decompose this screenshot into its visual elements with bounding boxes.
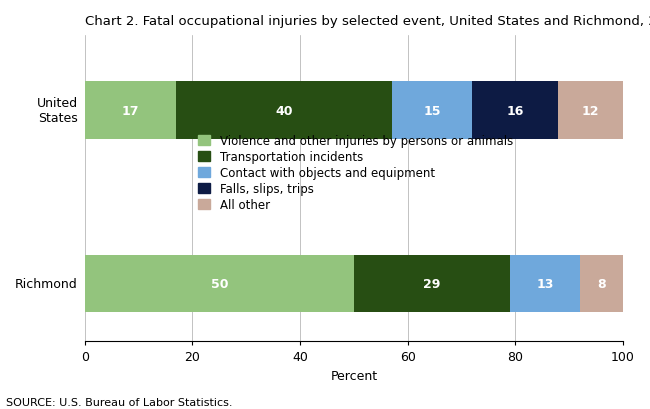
Bar [84,82,176,140]
Bar [176,82,391,140]
Text: 29: 29 [423,277,441,290]
Bar [558,82,623,140]
Text: SOURCE: U.S. Bureau of Labor Statistics.: SOURCE: U.S. Bureau of Labor Statistics. [6,397,233,407]
Text: 17: 17 [122,104,139,117]
Bar [510,255,580,312]
Text: 50: 50 [211,277,228,290]
Bar [473,82,558,140]
Bar [580,255,623,312]
Bar [391,82,473,140]
Bar [84,255,354,312]
Text: 8: 8 [597,277,606,290]
Text: Chart 2. Fatal occupational injuries by selected event, United States and Richmo: Chart 2. Fatal occupational injuries by … [84,15,650,28]
Text: 16: 16 [507,104,524,117]
Bar [354,255,510,312]
X-axis label: Percent: Percent [330,369,378,382]
Legend: Violence and other injuries by persons or animals, Transportation incidents, Con: Violence and other injuries by persons o… [198,135,513,211]
Text: 13: 13 [536,277,554,290]
Text: 12: 12 [582,104,599,117]
Text: 15: 15 [423,104,441,117]
Text: 40: 40 [275,104,292,117]
